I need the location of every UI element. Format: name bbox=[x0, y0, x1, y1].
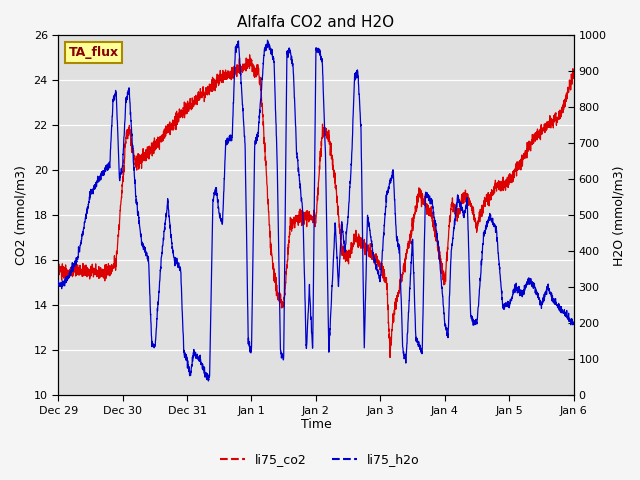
Text: TA_flux: TA_flux bbox=[68, 46, 118, 59]
Title: Alfalfa CO2 and H2O: Alfalfa CO2 and H2O bbox=[237, 15, 394, 30]
Legend: li75_co2, li75_h2o: li75_co2, li75_h2o bbox=[215, 448, 425, 471]
Y-axis label: H2O (mmol/m3): H2O (mmol/m3) bbox=[612, 165, 625, 265]
X-axis label: Time: Time bbox=[301, 419, 332, 432]
Y-axis label: CO2 (mmol/m3): CO2 (mmol/m3) bbox=[15, 165, 28, 265]
